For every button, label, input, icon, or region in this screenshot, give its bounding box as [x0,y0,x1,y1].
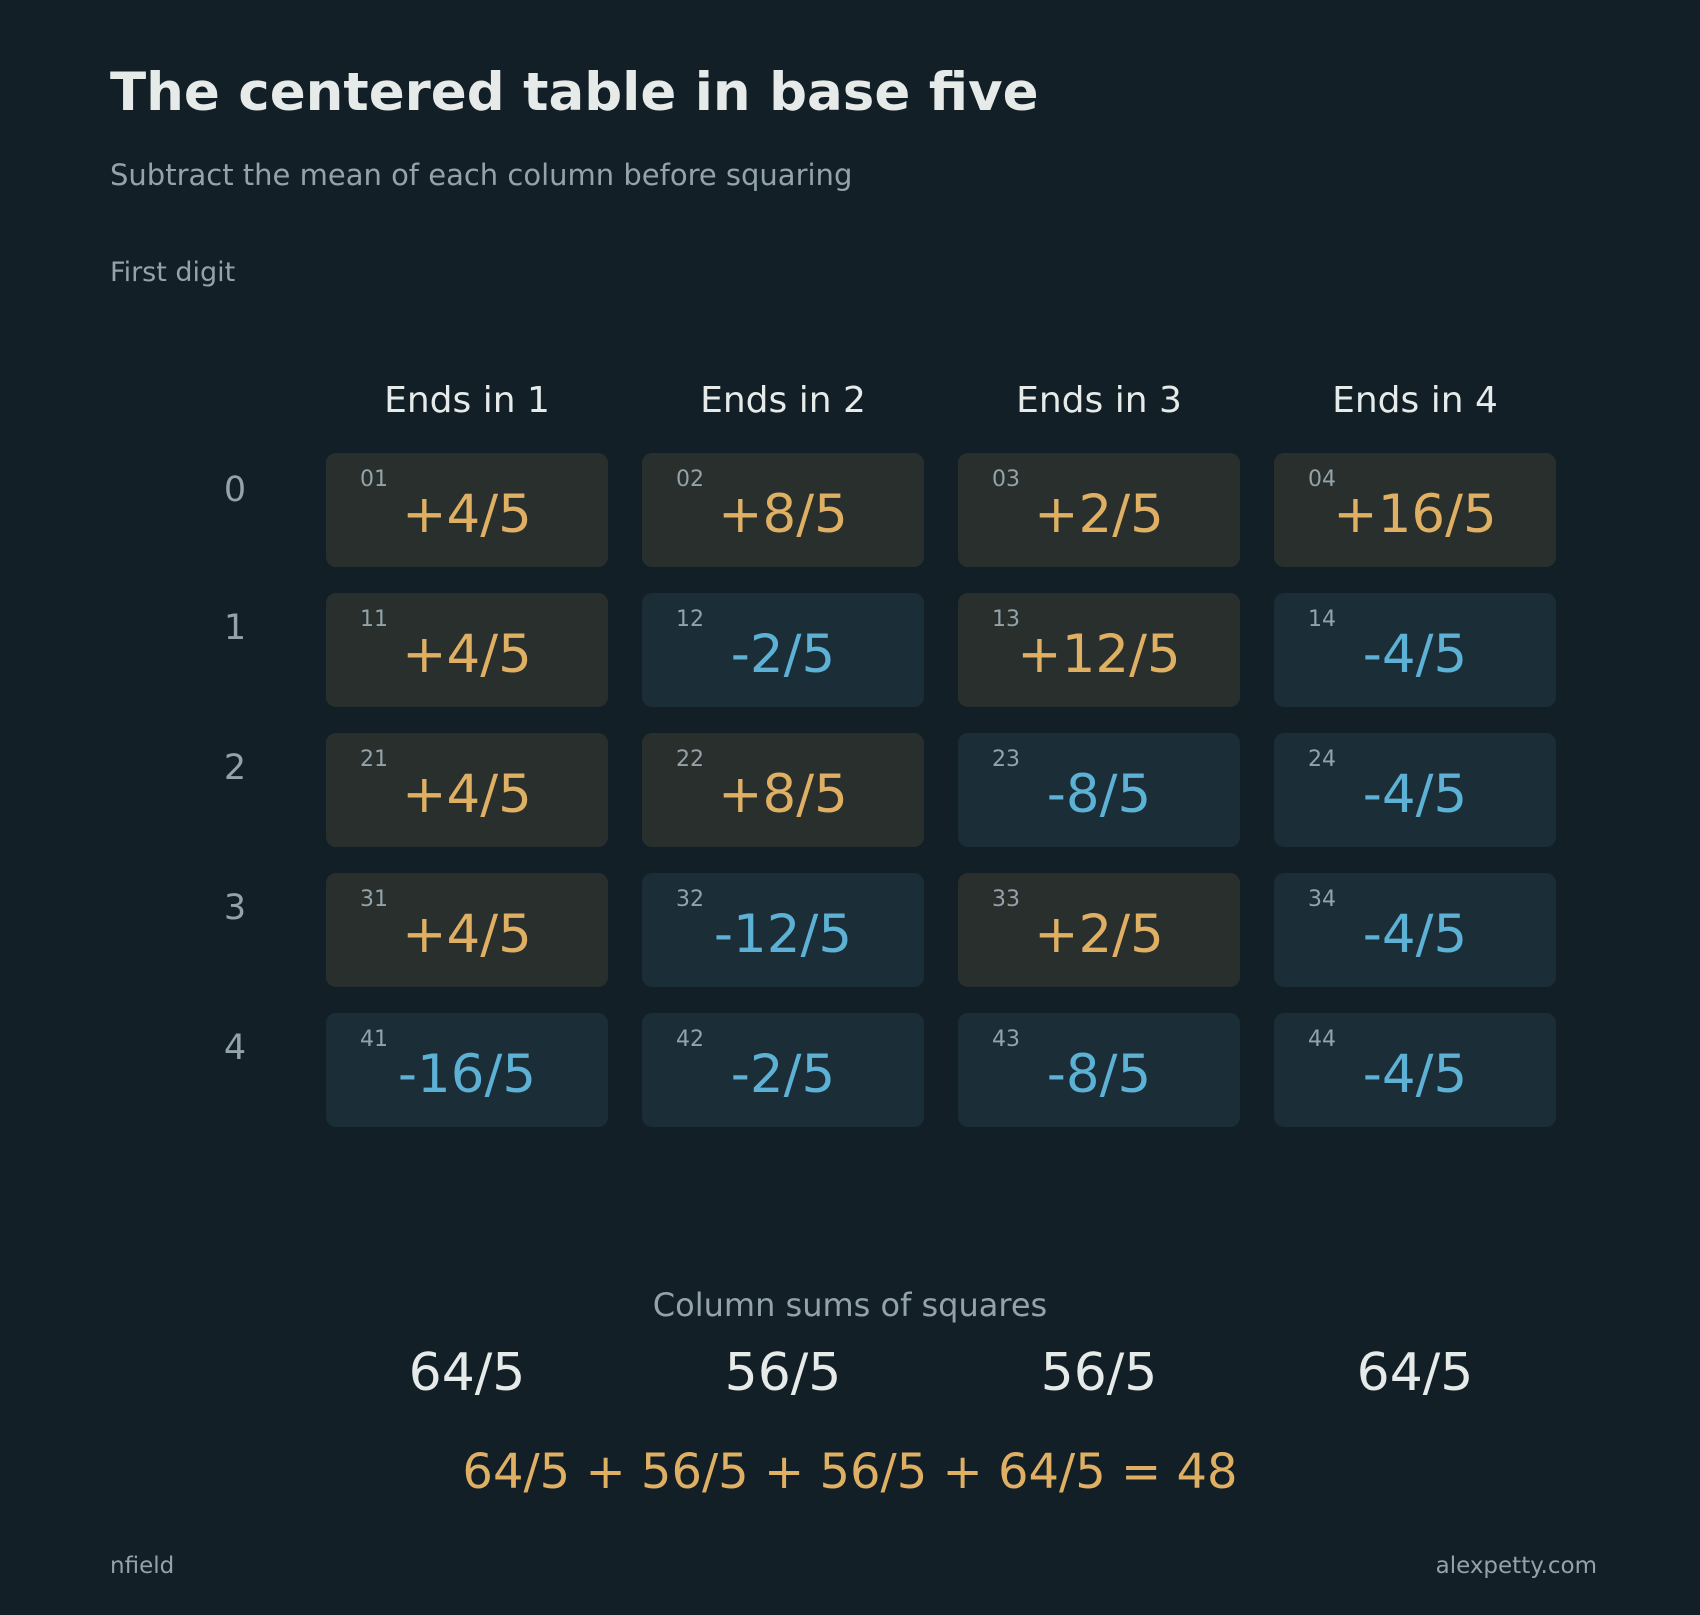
cell-number: 34 [1308,887,1336,912]
table-cell: 33 +2/5 [958,873,1240,987]
cell-number: 32 [676,887,704,912]
cell-value: -4/5 [1362,904,1468,965]
cell-number: 31 [360,887,388,912]
cell-value: +4/5 [402,764,532,825]
column-header: Ends in 4 [1332,380,1498,421]
cell-value: +8/5 [718,484,848,545]
row-label: 3 [223,888,247,928]
cell-number: 04 [1308,467,1336,492]
table-cell: 44 -4/5 [1274,1013,1556,1127]
table-cell: 03 +2/5 [958,453,1240,567]
column-sum: 64/5 [408,1343,526,1403]
row-label: 4 [223,1028,247,1068]
column-sum: 56/5 [1040,1343,1158,1403]
cell-value: +2/5 [1034,484,1164,545]
column-sum: 56/5 [724,1343,842,1403]
column-sum: 64/5 [1356,1343,1474,1403]
cell-value: -2/5 [730,1044,836,1105]
cell-number: 43 [992,1027,1020,1052]
table-cell: 41 -16/5 [326,1013,608,1127]
table-cell: 31 +4/5 [326,873,608,987]
sums-heading: Column sums of squares [652,1286,1048,1324]
cell-number: 44 [1308,1027,1336,1052]
cell-value: +2/5 [1034,904,1164,965]
table-cell: 14 -4/5 [1274,593,1556,707]
cell-number: 41 [360,1027,388,1052]
cell-number: 14 [1308,607,1336,632]
table-cell: 13 +12/5 [958,593,1240,707]
cell-value: +4/5 [402,484,532,545]
cell-number: 03 [992,467,1020,492]
table-cell: 23 -8/5 [958,733,1240,847]
cell-number: 21 [360,747,388,772]
column-header: Ends in 2 [700,380,866,421]
table-cell: 22 +8/5 [642,733,924,847]
column-header: Ends in 3 [1016,380,1182,421]
table-cell: 11 +4/5 [326,593,608,707]
cell-number: 24 [1308,747,1336,772]
cell-number: 13 [992,607,1020,632]
cell-value: -12/5 [713,904,853,965]
cell-value: -8/5 [1046,764,1152,825]
page-subtitle: Subtract the mean of each column before … [110,158,853,192]
cell-value: +4/5 [402,624,532,685]
cell-value: +4/5 [402,904,532,965]
cell-number: 01 [360,467,388,492]
table-cell: 12 -2/5 [642,593,924,707]
cell-value: +8/5 [718,764,848,825]
row-axis-label: First digit [110,257,236,288]
column-header: Ends in 1 [384,380,550,421]
footer-left-text: nfield [110,1553,175,1579]
table-cell: 32 -12/5 [642,873,924,987]
cell-value: -4/5 [1362,764,1468,825]
table-cell: 24 -4/5 [1274,733,1556,847]
cell-number: 33 [992,887,1020,912]
cell-value: -4/5 [1362,1044,1468,1105]
table-cell: 02 +8/5 [642,453,924,567]
page-title: The centered table in base five [110,62,1039,123]
table-cell: 21 +4/5 [326,733,608,847]
cell-value: +12/5 [1017,624,1181,685]
cell-value: +16/5 [1333,484,1497,545]
row-label: 0 [223,470,247,510]
cell-number: 11 [360,607,388,632]
cell-number: 22 [676,747,704,772]
table-cell: 42 -2/5 [642,1013,924,1127]
table-cell: 34 -4/5 [1274,873,1556,987]
cell-value: -4/5 [1362,624,1468,685]
cell-number: 02 [676,467,704,492]
cell-value: -2/5 [730,624,836,685]
total-equation: 64/5 + 56/5 + 56/5 + 64/5 = 48 [462,1444,1238,1500]
row-label: 2 [223,748,247,788]
table-cell: 04 +16/5 [1274,453,1556,567]
row-label: 1 [223,608,247,648]
cell-number: 12 [676,607,704,632]
table-cell: 43 -8/5 [958,1013,1240,1127]
table-cell: 01 +4/5 [326,453,608,567]
footer-right-text: alexpetty.com [1435,1553,1597,1579]
cell-value: -16/5 [397,1044,537,1105]
cell-number: 23 [992,747,1020,772]
cell-value: -8/5 [1046,1044,1152,1105]
cell-number: 42 [676,1027,704,1052]
